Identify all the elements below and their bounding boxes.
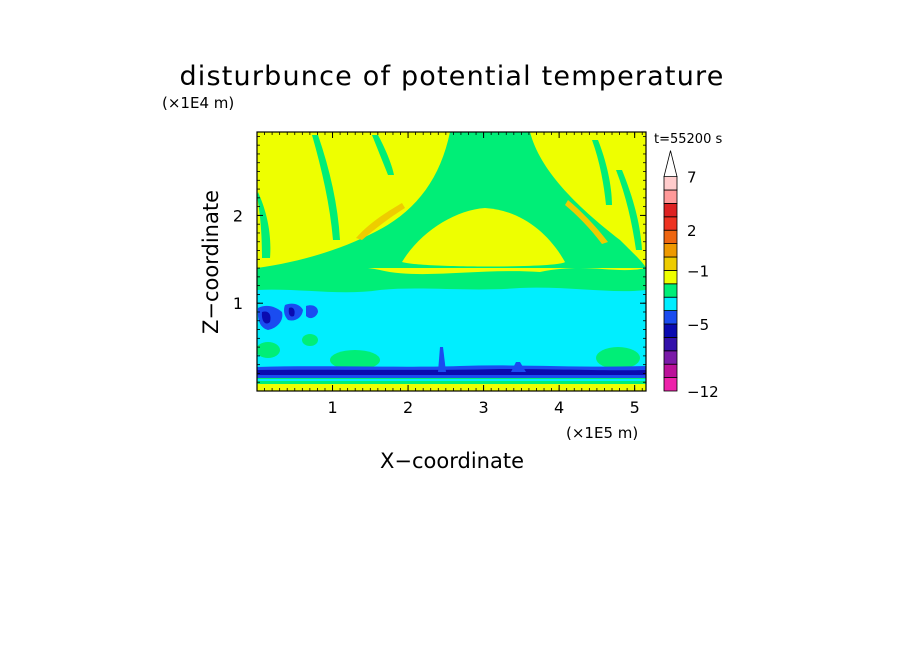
colorbar-swatch bbox=[663, 229, 678, 244]
colorbar-tick-label: 2 bbox=[687, 222, 697, 240]
x-tick-label: 3 bbox=[479, 398, 489, 417]
colorbar-swatch bbox=[663, 296, 678, 312]
colorbar-swatch bbox=[663, 336, 678, 352]
region-orange-streak bbox=[565, 200, 608, 244]
y-tick-label: 1 bbox=[233, 294, 243, 313]
region-green-patch bbox=[257, 342, 280, 358]
y-axis-ticks: 12 bbox=[233, 135, 646, 383]
x-axis-ticks: 1 2 3 4 5 bbox=[264, 132, 643, 417]
colorbar-tick-label: −5 bbox=[687, 316, 709, 334]
plot-area bbox=[257, 132, 646, 391]
colorbar-swatch bbox=[663, 377, 678, 392]
region-green-streak bbox=[592, 140, 612, 205]
colorbar-extend-triangle bbox=[663, 150, 678, 177]
region-green-streak bbox=[616, 170, 642, 250]
region-green-streak bbox=[257, 192, 271, 258]
colorbar-swatch bbox=[663, 256, 678, 271]
time-label: t=55200 s bbox=[654, 132, 722, 147]
colorbar-swatch bbox=[663, 189, 678, 204]
region-blue-spike bbox=[438, 347, 446, 372]
region-green-patch bbox=[302, 334, 318, 346]
x-tick-label: 1 bbox=[327, 398, 337, 417]
region-green-plume bbox=[257, 132, 646, 268]
colorbar-swatch bbox=[663, 350, 678, 365]
region-blue-patch bbox=[288, 307, 295, 317]
colorbar-tick-label: −12 bbox=[687, 383, 719, 401]
region-blue-patch bbox=[261, 311, 271, 324]
colorbar-swatch bbox=[663, 310, 678, 325]
colorbar-swatch bbox=[663, 216, 678, 231]
colorbar-swatch bbox=[663, 283, 678, 298]
y-tick-label: 2 bbox=[233, 206, 243, 225]
x-tick-label: 4 bbox=[554, 398, 564, 417]
y-axis-label: Z−coordinate bbox=[199, 190, 223, 334]
region-green-patch bbox=[596, 347, 640, 369]
region-green-streak bbox=[312, 135, 340, 240]
region-cyan-layer bbox=[257, 287, 646, 372]
region-green-patch bbox=[330, 350, 380, 370]
colorbar-swatch bbox=[663, 323, 678, 338]
colorbar-swatch bbox=[663, 269, 678, 285]
region-blue-patch bbox=[306, 305, 318, 319]
colorbar-tick-label: 7 bbox=[687, 169, 697, 187]
x-unit-label: (×1E5 m) bbox=[566, 424, 638, 442]
colorbar-swatch bbox=[663, 176, 678, 191]
plot-frame bbox=[256, 131, 647, 392]
colorbar-swatch bbox=[663, 363, 678, 379]
region-darkblue-layer bbox=[257, 369, 646, 375]
colorbar-swatch bbox=[663, 243, 678, 258]
x-tick-label: 5 bbox=[630, 398, 640, 417]
region-orange-streak bbox=[356, 203, 405, 240]
y-unit-label: (×1E4 m) bbox=[162, 94, 234, 112]
region-blue-spike bbox=[511, 362, 526, 372]
region-bottom-yellow bbox=[257, 384, 646, 391]
colorbar-tick-label: −1 bbox=[687, 262, 709, 280]
x-axis-label: X−coordinate bbox=[380, 449, 524, 473]
chart-title: disturbunce of potential temperature bbox=[179, 61, 724, 92]
region-yellow-dome bbox=[402, 208, 565, 267]
x-tick-label: 2 bbox=[403, 398, 413, 417]
colorbar: −12−5−127 bbox=[663, 150, 719, 401]
region-green-streak bbox=[372, 135, 394, 175]
region-bottom-cyan bbox=[257, 379, 646, 381]
colorbar-swatch bbox=[663, 202, 678, 218]
